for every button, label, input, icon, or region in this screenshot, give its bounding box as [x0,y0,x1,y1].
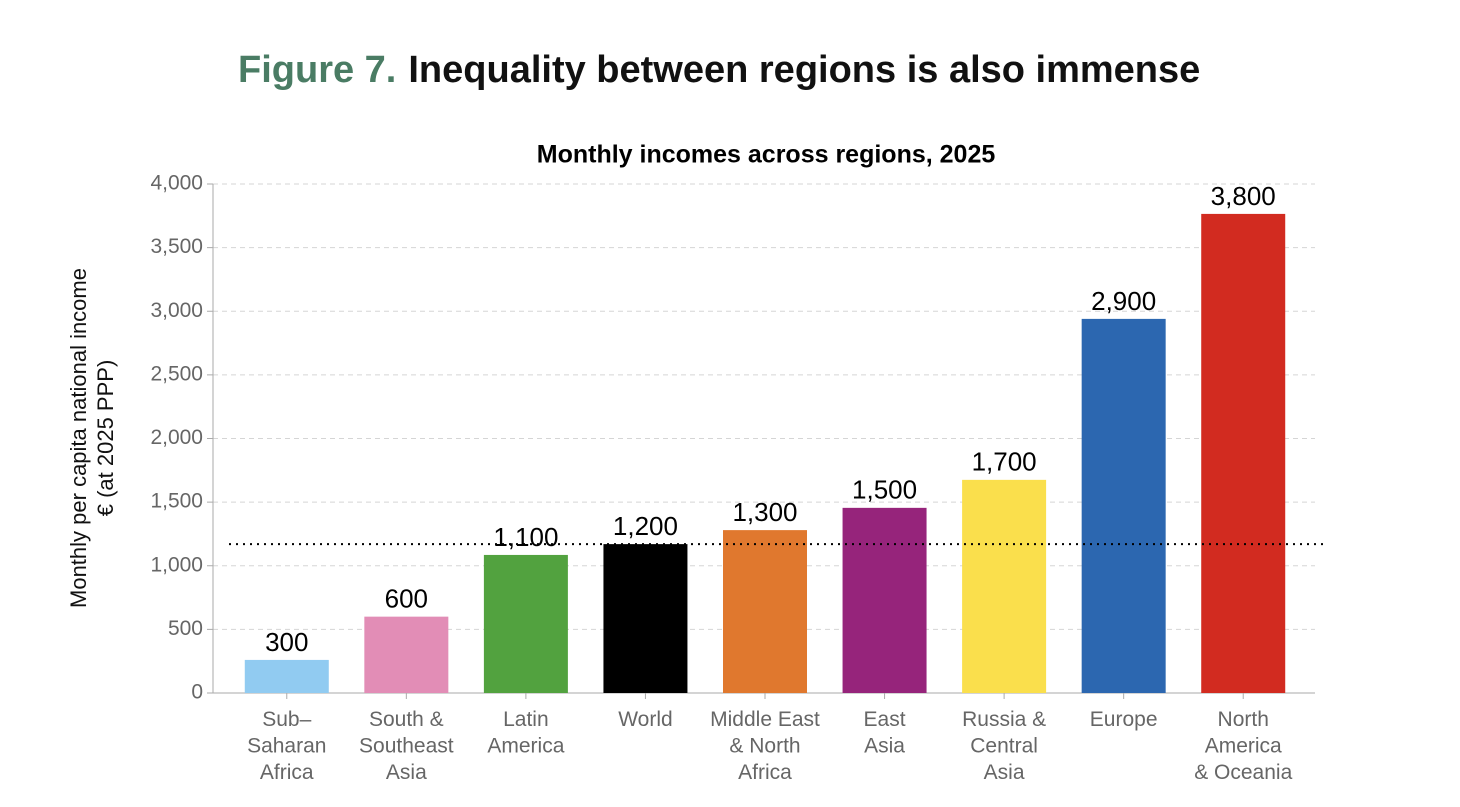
x-tick-line: Latin [503,708,549,731]
y-tick-label: 3,500 [150,235,203,258]
x-tick-line: Asia [984,761,1025,784]
bar [244,659,329,693]
x-tick-line: Asia [864,734,905,757]
x-tick-line: East [864,708,906,731]
y-axis-label: Monthly per capita national income [66,268,91,608]
bar [723,530,807,693]
x-tick-line: World [618,708,672,731]
x-tick-line: Asia [386,761,427,784]
bar [1081,318,1166,693]
x-tick-line: Russia & [962,708,1046,731]
bar [842,507,927,693]
figure-label: Figure 7. [238,49,396,91]
bar [603,544,688,693]
heading: Inequality between regions is also immen… [408,49,1200,91]
x-tick-label: Latin America [487,708,564,758]
y-tick-label: 2,000 [150,426,203,449]
value-label: 1,300 [732,497,797,527]
value-label: 3,800 [1211,181,1276,211]
x-tick-label: Sub– Saharan Africa [247,708,326,784]
x-tick-line: Africa [260,761,314,784]
bar [483,554,568,693]
x-tick-label: Middle East & North Africa [710,708,820,784]
x-tick-label: Russia & Central Asia [962,708,1046,784]
x-tick-label: North America & Oceania [1194,708,1292,784]
y-tick-label: 1,000 [150,553,203,576]
value-label: 2,900 [1091,286,1156,316]
value-label: 1,100 [493,522,558,552]
x-tick-label: World [618,708,672,731]
x-tick-line: Sub– [262,708,311,731]
x-tick-line: Middle East [710,708,820,731]
x-tick-line: Africa [738,761,792,784]
value-label: 1,500 [852,475,917,505]
figure-heading: Figure 7. Inequality between regions is a… [238,49,1200,91]
x-tick-label: Europe [1090,708,1158,731]
value-label: 1,700 [972,447,1037,477]
x-tick-line: America [1205,734,1282,757]
x-tick-line: South & [369,708,444,731]
y-tick-label: 500 [168,617,203,640]
y-tick-label: 2,500 [150,362,203,385]
x-tick-line: & North [729,734,800,757]
bar [364,616,449,693]
value-label: 300 [265,627,308,657]
y-tick-label: 4,000 [150,172,203,195]
x-tick-label: East Asia [864,708,906,758]
x-tick-label: South & Southeast Asia [359,708,454,784]
bar [962,479,1047,693]
x-tick-line: Saharan [247,734,326,757]
x-tick-line: Central [970,734,1038,757]
x-tick-line: Southeast [359,734,454,757]
bar [1201,213,1286,693]
y-tick-label: 3,000 [150,299,203,322]
y-tick-label: 0 [191,681,203,704]
y-axis-label: € (at 2025 PPP) [93,360,118,517]
x-tick-line: Europe [1090,708,1158,731]
chart-title: Monthly incomes across regions, 2025 [537,141,996,169]
value-label: 600 [385,584,428,614]
x-tick-line: & Oceania [1194,761,1292,784]
y-tick-label: 1,500 [150,490,203,513]
value-label: 1,200 [613,511,678,541]
x-tick-line: America [487,734,564,757]
x-tick-line: North [1218,708,1269,731]
